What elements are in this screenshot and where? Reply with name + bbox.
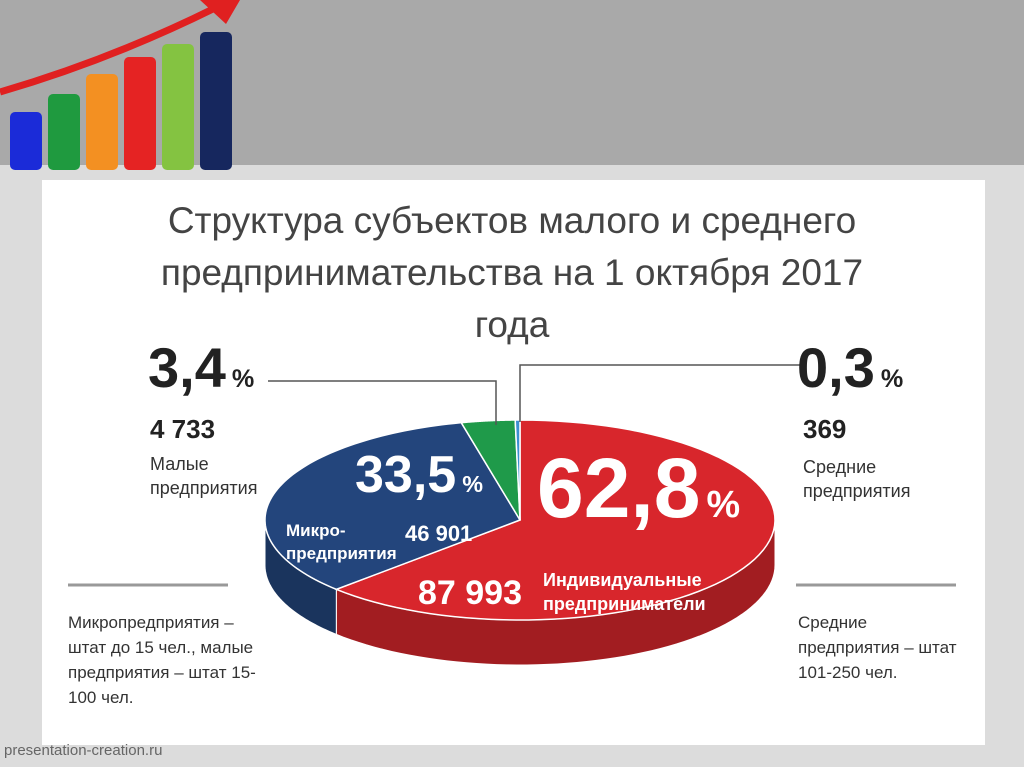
logo-bar: [86, 74, 118, 170]
value-number: 0,3: [797, 336, 875, 399]
value-unit: %: [706, 484, 741, 526]
count-label: 369: [803, 414, 847, 444]
count-label: 4 733: [150, 414, 216, 444]
logo-arrow: [0, 4, 217, 96]
logo-bar: [48, 94, 80, 170]
category-label: Микро-предприятия: [286, 521, 397, 563]
value-label: 62,8%: [537, 440, 740, 537]
logo-bar: [200, 32, 232, 170]
value-number: 62,8: [537, 441, 701, 535]
logo-bar: [124, 57, 156, 170]
footer: presentation-creation.ru: [4, 742, 163, 759]
pie-slice: [459, 419, 521, 521]
pie-slice: [264, 421, 522, 591]
chart-title: Структура субъектов малого и среднего пр…: [160, 200, 864, 345]
count-label: 46 901: [405, 521, 473, 546]
value-unit: %: [231, 365, 255, 393]
note: Средние предприятия – штат 101-250 чел.: [798, 613, 957, 682]
value-unit: %: [880, 365, 904, 393]
value-unit: %: [462, 471, 484, 497]
value-number: 3,4: [148, 336, 226, 399]
pie-slice: [514, 419, 521, 521]
value-label: 3,4%: [148, 335, 254, 400]
value-label: 0,3%: [797, 335, 903, 400]
value-number: 33,5: [355, 446, 457, 504]
value-label: 33,5%: [355, 445, 483, 505]
note: Микропредприятия – штат до 15 чел., малы…: [68, 613, 256, 707]
category-label: Индивидуальные предприниматели: [543, 570, 706, 614]
logo-bar: [10, 112, 42, 170]
leader-line: [268, 380, 497, 425]
count-label: 87 993: [418, 574, 522, 612]
logo-bar: [162, 44, 194, 170]
pie-slice: [334, 419, 776, 621]
logo-icon: [0, 0, 240, 170]
category-label: Средние предприятия: [803, 457, 911, 501]
category-label: Малые предприятия: [150, 454, 258, 498]
leader-line: [519, 364, 800, 422]
logo-arrow-head: [200, 0, 240, 24]
